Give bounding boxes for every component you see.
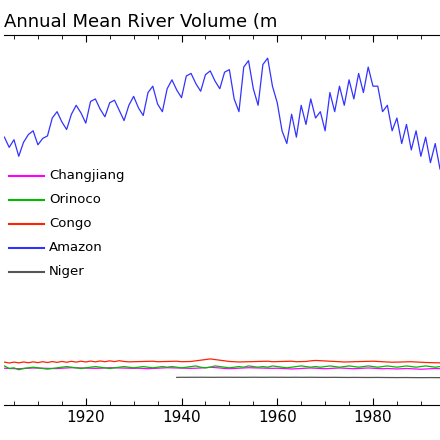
Text: Annual Mean River Volume (m: Annual Mean River Volume (m	[4, 13, 278, 31]
Text: Changjiang: Changjiang	[49, 169, 125, 182]
Text: Congo: Congo	[49, 217, 92, 230]
Text: Niger: Niger	[49, 265, 84, 278]
Text: Amazon: Amazon	[49, 241, 103, 254]
Text: Orinoco: Orinoco	[49, 193, 101, 206]
